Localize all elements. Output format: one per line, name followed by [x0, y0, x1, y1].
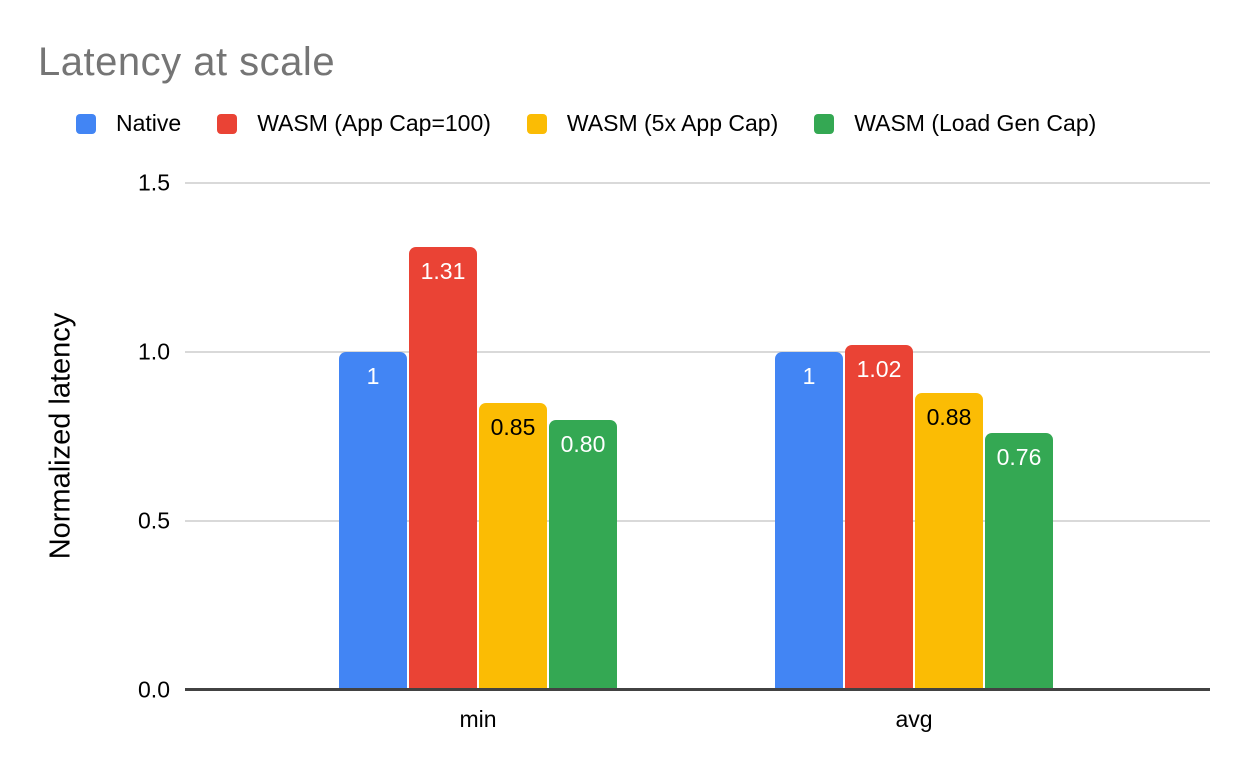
legend-swatch-native [76, 113, 96, 134]
y-tick-label: 0.0 [138, 676, 170, 703]
y-tick-label: 1.5 [138, 169, 170, 196]
bar-avg-wasm-5x-app-cap [915, 393, 983, 690]
legend-label-wasm-load-gen-cap: WASM (Load Gen Cap) [854, 110, 1097, 136]
bar-value-label: 1.31 [420, 258, 466, 284]
bar-value-label: 0.76 [996, 444, 1042, 470]
y-gridline [185, 351, 1210, 353]
legend-label-wasm-app-cap-100: WASM (App Cap=100) [257, 110, 491, 136]
bar-avg-wasm-load-gen-cap [985, 433, 1053, 690]
plot-area: 1 1.31 0.85 0.80 1 1.02 0.88 0.76 [185, 182, 1210, 691]
bar-value-label: 0.80 [560, 431, 606, 457]
chart-title: Latency at scale [38, 40, 336, 84]
bar-min-wasm-load-gen-cap [549, 420, 617, 690]
x-axis-baseline [185, 688, 1210, 691]
legend-item-native: Native [76, 110, 181, 137]
y-gridline [185, 182, 1210, 184]
y-tick-label: 1.0 [138, 338, 170, 365]
x-category-label-avg: avg [895, 706, 933, 732]
bar-min-native [339, 352, 407, 690]
bar-min-wasm-5x-app-cap [479, 403, 547, 690]
x-category-label-min: min [459, 706, 497, 732]
legend-swatch-wasm-app-cap-100 [217, 113, 238, 134]
y-axis-ticks: 0.0 0.5 1.0 1.5 [0, 170, 170, 703]
bar-avg-native [775, 352, 843, 690]
legend-item-wasm-load-gen-cap: WASM (Load Gen Cap) [814, 110, 1096, 137]
legend-item-wasm-app-cap-100: WASM (App Cap=100) [217, 110, 491, 137]
y-tick-label: 0.5 [138, 507, 170, 534]
bar-value-label: 1.02 [856, 356, 902, 382]
legend-label-native: Native [116, 110, 182, 136]
legend-swatch-wasm-load-gen-cap [814, 113, 835, 134]
bar-value-label: 0.85 [490, 414, 536, 440]
y-gridline [185, 520, 1210, 522]
legend-swatch-wasm-5x-app-cap [526, 113, 547, 134]
bar-min-wasm-app-cap-100 [409, 247, 477, 690]
legend: Native WASM (App Cap=100) WASM (5x App C… [76, 110, 1096, 137]
bar-value-label: 0.88 [926, 404, 972, 430]
bar-avg-wasm-app-cap-100 [845, 345, 913, 690]
legend-label-wasm-5x-app-cap: WASM (5x App Cap) [566, 110, 779, 136]
bar-value-label: 1 [366, 363, 380, 389]
legend-item-wasm-5x-app-cap: WASM (5x App Cap) [526, 110, 779, 137]
bar-value-label: 1 [802, 363, 816, 389]
